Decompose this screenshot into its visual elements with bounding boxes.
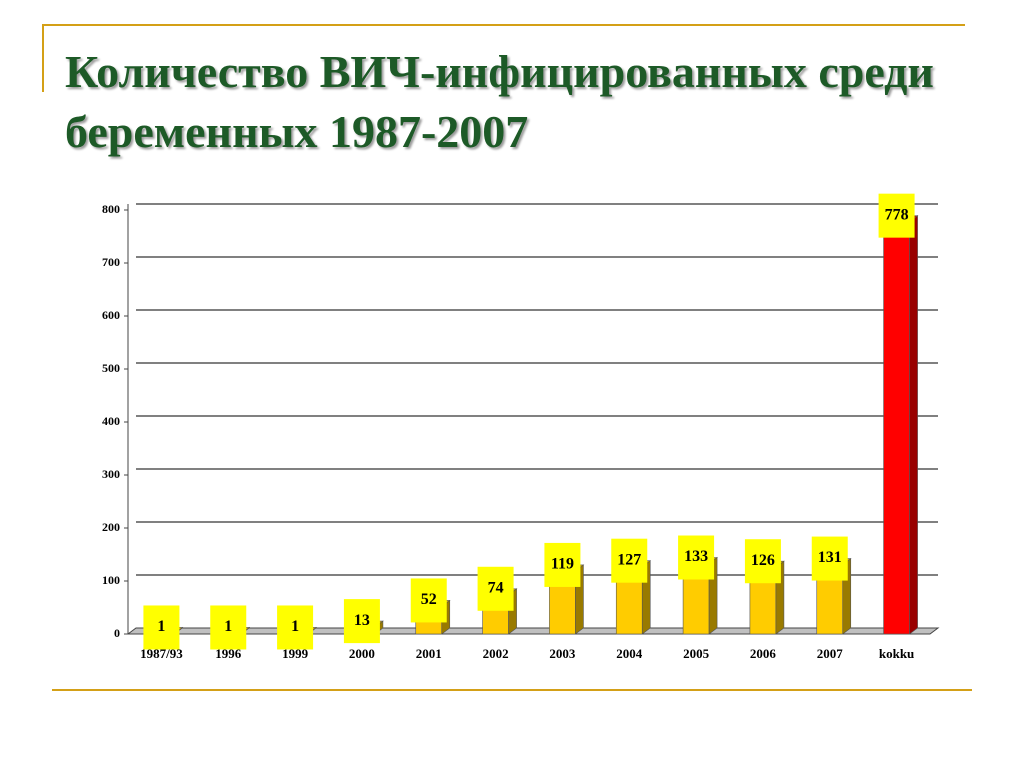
- value-label: 74: [488, 579, 504, 596]
- value-label-box: [343, 599, 380, 644]
- value-label-box: [811, 536, 848, 581]
- y-tick-label: 800: [102, 202, 120, 216]
- x-tick-label: 2005: [683, 646, 710, 661]
- value-label: 127: [617, 551, 641, 568]
- value-label-box: [477, 566, 514, 611]
- value-label: 131: [818, 549, 842, 566]
- y-tick-label: 300: [102, 467, 120, 481]
- x-tick-label: 1987/93: [140, 646, 183, 661]
- y-tick-label: 200: [102, 520, 120, 534]
- x-tick-label: 1996: [215, 646, 242, 661]
- bar-side: [909, 215, 918, 635]
- x-tick-label: kokku: [879, 646, 914, 661]
- value-label: 13: [354, 612, 370, 629]
- value-label-box: [678, 535, 715, 580]
- y-tick-label: 700: [102, 255, 120, 269]
- y-tick-label: 400: [102, 414, 120, 428]
- value-label-box: [210, 605, 247, 650]
- value-label: 119: [551, 556, 574, 573]
- value-label: 1: [157, 618, 165, 635]
- x-tick-label: 1999: [282, 646, 309, 661]
- value-label-box: [410, 578, 447, 623]
- value-label-box: [544, 542, 581, 587]
- value-label: 778: [885, 206, 909, 223]
- x-tick-label: 2003: [549, 646, 576, 661]
- x-tick-label: 2006: [750, 646, 777, 661]
- x-tick-label: 2001: [416, 646, 442, 661]
- y-tick-label: 600: [102, 308, 120, 322]
- value-label: 1: [224, 618, 232, 635]
- x-tick-label: 2007: [817, 646, 844, 661]
- value-label-box: [878, 193, 915, 238]
- x-tick-label: 2004: [616, 646, 643, 661]
- y-tick-label: 0: [114, 626, 120, 640]
- value-label-box: [143, 605, 180, 650]
- value-label-box: [277, 605, 314, 650]
- value-label: 133: [684, 548, 708, 565]
- value-label: 126: [751, 552, 775, 569]
- x-tick-label: 2002: [483, 646, 509, 661]
- value-label: 52: [421, 591, 437, 608]
- value-label-box: [744, 539, 781, 584]
- value-label: 1: [291, 618, 299, 635]
- x-tick-label: 2000: [349, 646, 375, 661]
- y-tick-label: 100: [102, 573, 120, 587]
- y-tick-label: 500: [102, 361, 120, 375]
- chart-title: Количество ВИЧ-инфицированных среди бере…: [65, 46, 934, 157]
- value-label-box: [611, 538, 648, 583]
- bar: [883, 221, 910, 635]
